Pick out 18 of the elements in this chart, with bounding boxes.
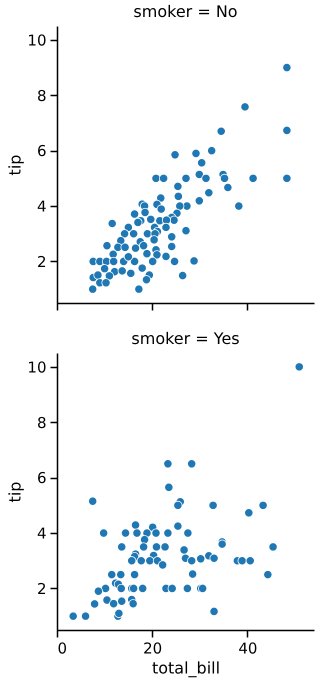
chart-title: smoker = No — [133, 2, 238, 21]
y-tick-label: 8 — [36, 86, 46, 105]
y-tick-label: 6 — [36, 469, 46, 488]
x-axis-title: total_bill — [152, 658, 220, 678]
y-axis-title: tip — [5, 482, 24, 502]
y-tick-label: 4 — [36, 198, 46, 216]
x-tick-label: 40 — [238, 640, 258, 658]
y-tick-label: 2 — [36, 252, 46, 271]
y-axis-title: tip — [5, 154, 24, 176]
x-tick-label: 0 — [58, 640, 68, 658]
y-tick-label: 8 — [36, 414, 46, 432]
y-tick-label: 10 — [27, 31, 46, 50]
y-tick-label: 4 — [36, 524, 46, 543]
y-tick-label: 6 — [36, 142, 46, 160]
chart-title: smoker = Yes — [131, 329, 240, 348]
y-tick-label: 10 — [27, 358, 46, 376]
x-tick-label: 20 — [143, 640, 162, 658]
y-tick-label: 2 — [36, 580, 46, 598]
